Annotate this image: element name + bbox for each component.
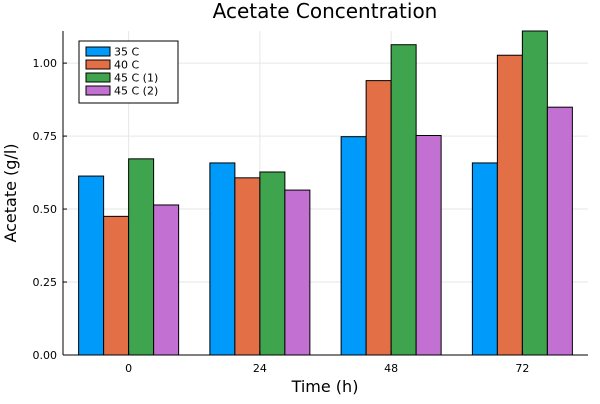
bar [340,136,367,356]
bar [496,54,523,356]
y-axis-title: Acetate (g/l) [1,143,20,242]
x-tick-label: 0 [125,362,132,375]
legend-swatch [85,85,111,96]
bar [471,162,498,356]
bar [390,44,417,356]
y-tick-label: 0.75 [33,130,58,143]
y-tick-label: 0.00 [33,349,58,362]
x-tick-label: 24 [253,362,267,375]
bar [128,158,155,356]
bar [234,177,261,356]
x-tick-label: 72 [515,362,529,375]
bar [365,80,392,356]
y-tick-label: 0.50 [33,203,58,216]
x-axis-title: Time (h) [291,377,359,396]
y-tick-label: 1.00 [33,57,58,70]
axes-layer [62,31,588,356]
legend-label: 35 C [114,46,139,59]
bar [284,189,311,356]
y-tick-label: 0.25 [33,276,58,289]
bar [259,171,286,356]
legend-label: 40 C [114,59,139,72]
legend-label: 45 C (2) [114,85,158,98]
bar [521,30,548,356]
legend: 35 C40 C45 C (1)45 C (2) [78,40,179,104]
chart-title: Acetate Concentration [213,0,438,23]
bar [546,106,573,356]
bar [415,134,442,356]
legend-label: 45 C (1) [114,72,158,85]
labels-layer: 0 24 48 72 0.00 0.25 0.50 0.75 1.00 [33,57,530,375]
bar [103,215,130,356]
bar [153,204,180,356]
legend-swatch [85,59,111,70]
legend-swatch [85,72,111,83]
bar [78,175,105,356]
legend-swatch [85,46,111,57]
bars-layer [78,30,573,356]
x-tick-label: 48 [384,362,398,375]
bar [209,162,236,356]
